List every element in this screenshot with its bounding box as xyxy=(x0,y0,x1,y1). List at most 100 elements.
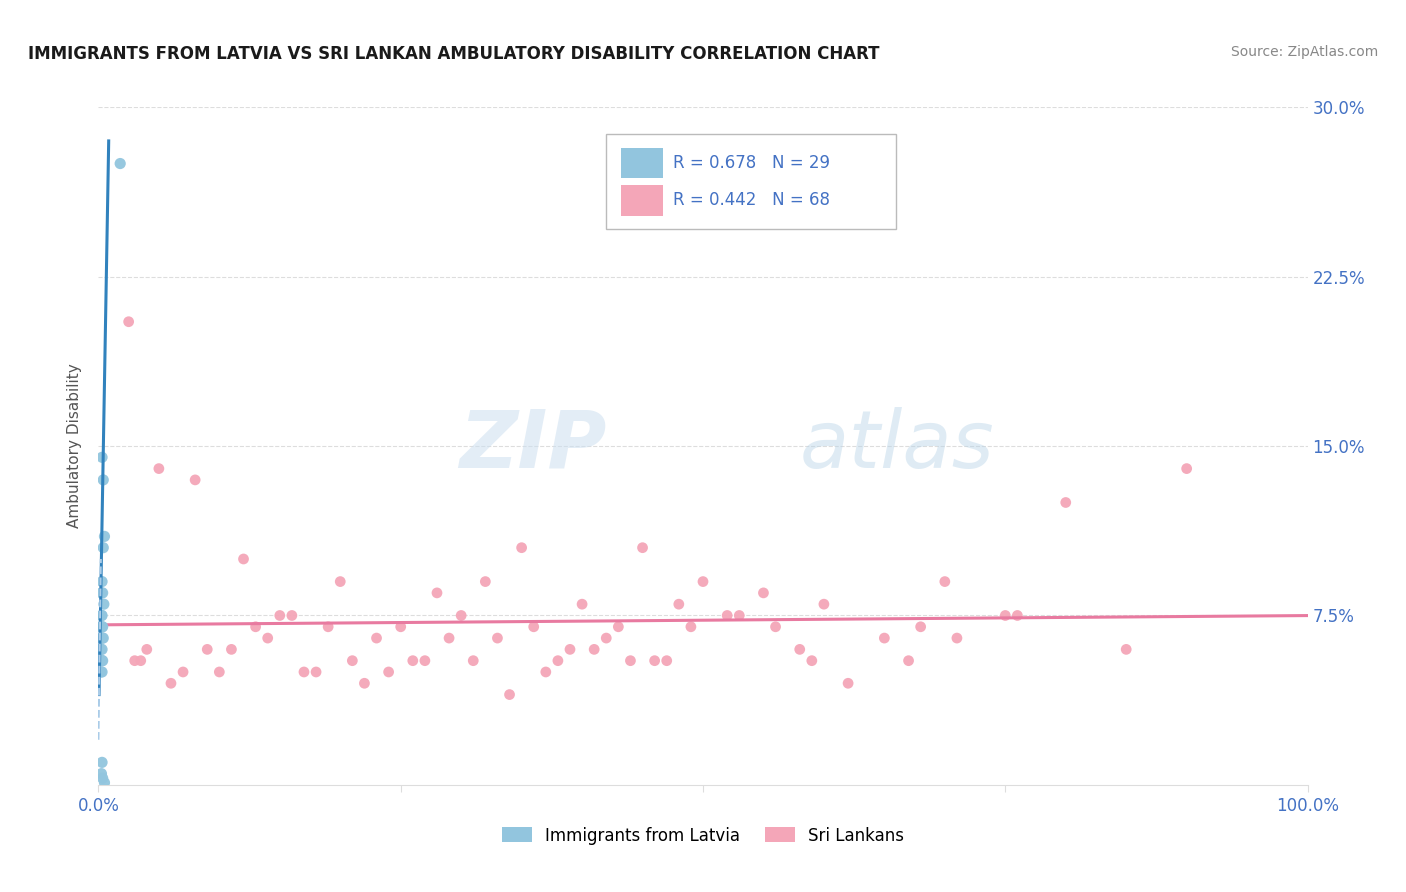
Point xyxy=(655,654,678,668)
Text: atlas: atlas xyxy=(800,407,994,485)
Point xyxy=(91,586,114,600)
Point xyxy=(668,597,690,611)
Point xyxy=(547,654,569,668)
Legend: Immigrants from Latvia, Sri Lankans: Immigrants from Latvia, Sri Lankans xyxy=(495,820,911,851)
Point xyxy=(91,620,114,634)
Point xyxy=(118,315,141,329)
Point xyxy=(91,608,114,623)
Point xyxy=(558,642,581,657)
Point xyxy=(108,156,131,170)
Point xyxy=(91,654,114,668)
Point xyxy=(534,665,557,679)
Point xyxy=(90,608,112,623)
Point xyxy=(716,608,738,623)
Point xyxy=(172,665,194,679)
Point xyxy=(1054,495,1077,509)
Point xyxy=(583,642,606,657)
Point xyxy=(873,631,896,645)
Point xyxy=(800,654,823,668)
Point xyxy=(281,608,304,623)
Text: Source: ZipAtlas.com: Source: ZipAtlas.com xyxy=(1230,45,1378,59)
Point xyxy=(946,631,969,645)
Point xyxy=(90,631,112,645)
Point xyxy=(1115,642,1137,657)
Point xyxy=(135,642,157,657)
Text: R = 0.678   N = 29: R = 0.678 N = 29 xyxy=(672,154,830,172)
Point xyxy=(413,654,436,668)
Point xyxy=(463,654,485,668)
Point xyxy=(91,654,114,668)
Point xyxy=(994,608,1017,623)
Point xyxy=(692,574,714,589)
Point xyxy=(366,631,388,645)
Point xyxy=(486,631,509,645)
Point xyxy=(90,665,112,679)
Point xyxy=(90,620,112,634)
Point xyxy=(208,665,231,679)
Point xyxy=(353,676,375,690)
Y-axis label: Ambulatory Disability: Ambulatory Disability xyxy=(67,364,83,528)
Point xyxy=(679,620,702,634)
Point xyxy=(93,529,115,543)
Point xyxy=(607,620,630,634)
Point xyxy=(93,775,115,789)
Point xyxy=(91,665,114,679)
Point xyxy=(90,586,112,600)
Point xyxy=(813,597,835,611)
Point xyxy=(619,654,641,668)
Point xyxy=(91,771,114,785)
Point xyxy=(498,688,520,702)
Point xyxy=(910,620,932,634)
Point xyxy=(160,676,183,690)
Point xyxy=(91,642,114,657)
Point xyxy=(571,597,593,611)
Point xyxy=(91,541,114,555)
Point xyxy=(1175,461,1198,475)
Point xyxy=(89,642,111,657)
Point xyxy=(765,620,787,634)
Point xyxy=(474,574,496,589)
Point xyxy=(426,586,449,600)
Point xyxy=(437,631,460,645)
Point xyxy=(91,631,114,645)
Point xyxy=(728,608,751,623)
Point xyxy=(232,552,254,566)
Point xyxy=(342,654,364,668)
Point xyxy=(90,654,112,668)
Point xyxy=(245,620,267,634)
Point xyxy=(644,654,666,668)
Point xyxy=(510,541,533,555)
Point xyxy=(195,642,218,657)
Point xyxy=(934,574,956,589)
Point xyxy=(91,631,114,645)
Point xyxy=(316,620,339,634)
Point xyxy=(148,461,170,475)
Text: IMMIGRANTS FROM LATVIA VS SRI LANKAN AMBULATORY DISABILITY CORRELATION CHART: IMMIGRANTS FROM LATVIA VS SRI LANKAN AMB… xyxy=(28,45,880,62)
Point xyxy=(389,620,412,634)
Point xyxy=(837,676,859,690)
Point xyxy=(129,654,152,668)
FancyBboxPatch shape xyxy=(606,134,897,229)
Point xyxy=(897,654,920,668)
Point xyxy=(752,586,775,600)
Point xyxy=(256,631,278,645)
FancyBboxPatch shape xyxy=(621,185,664,216)
Point xyxy=(221,642,243,657)
Point xyxy=(329,574,352,589)
Point xyxy=(124,654,146,668)
Point xyxy=(90,642,112,657)
Point xyxy=(184,473,207,487)
Text: ZIP: ZIP xyxy=(458,407,606,485)
Point xyxy=(1007,608,1029,623)
Point xyxy=(91,574,114,589)
Point xyxy=(269,608,291,623)
Point xyxy=(305,665,328,679)
Point xyxy=(93,597,115,611)
FancyBboxPatch shape xyxy=(621,148,664,178)
Point xyxy=(523,620,546,634)
Point xyxy=(91,473,114,487)
Point xyxy=(90,766,112,780)
Point xyxy=(292,665,315,679)
Point xyxy=(91,620,114,634)
Point xyxy=(631,541,654,555)
